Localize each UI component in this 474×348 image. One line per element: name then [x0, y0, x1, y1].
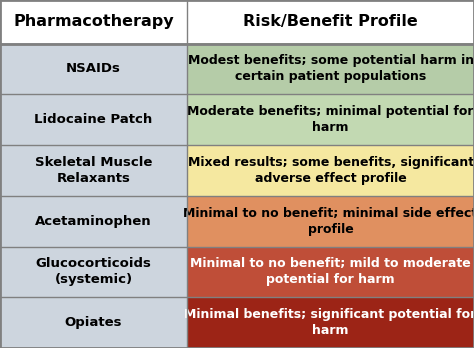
Text: Skeletal Muscle
Relaxants: Skeletal Muscle Relaxants [35, 156, 152, 185]
Text: NSAIDs: NSAIDs [66, 62, 121, 76]
Text: Pharmacotherapy: Pharmacotherapy [13, 14, 174, 29]
Text: Moderate benefits; minimal potential for
harm: Moderate benefits; minimal potential for… [187, 105, 474, 134]
Text: Modest benefits; some potential harm in
certain patient populations: Modest benefits; some potential harm in … [188, 54, 474, 84]
Bar [187, 0, 474, 44]
Text: Minimal to no benefit; mild to moderate
potential for harm: Minimal to no benefit; mild to moderate … [190, 258, 471, 286]
Text: Mixed results; some benefits, significant
adverse effect profile: Mixed results; some benefits, significan… [188, 156, 474, 185]
Bar [187, 246, 474, 297]
Text: Lidocaine Patch: Lidocaine Patch [35, 113, 153, 126]
Text: Risk/Benefit Profile: Risk/Benefit Profile [243, 14, 418, 29]
Bar [0, 196, 187, 246]
Bar [0, 0, 187, 44]
Bar [0, 44, 187, 94]
Text: Minimal to no benefit; minimal side effect
profile: Minimal to no benefit; minimal side effe… [183, 207, 474, 236]
Text: Opiates: Opiates [65, 316, 122, 329]
Bar [0, 246, 187, 297]
Text: Acetaminophen: Acetaminophen [35, 215, 152, 228]
Bar [187, 297, 474, 348]
Bar [187, 145, 474, 196]
Bar [0, 297, 187, 348]
Bar [187, 94, 474, 145]
Bar [187, 44, 474, 94]
Bar [187, 196, 474, 246]
Bar [0, 94, 187, 145]
Text: Minimal benefits; significant potential for
harm: Minimal benefits; significant potential … [184, 308, 474, 337]
Bar [0, 145, 187, 196]
Text: Glucocorticoids
(systemic): Glucocorticoids (systemic) [36, 258, 152, 286]
